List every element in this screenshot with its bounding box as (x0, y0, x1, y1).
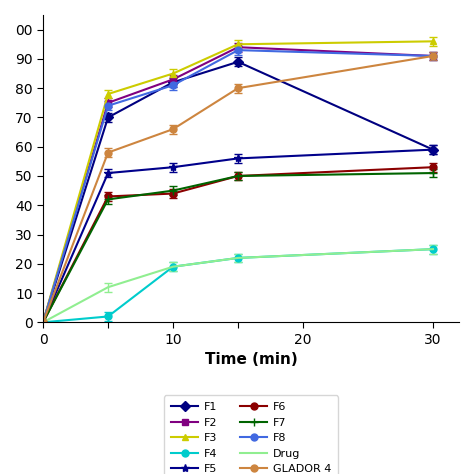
X-axis label: Time (min): Time (min) (205, 352, 297, 367)
Legend: F1, F2, F3, F4, F5, F6, F7, F8, Drug, GLADOR 4: F1, F2, F3, F4, F5, F6, F7, F8, Drug, GL… (164, 395, 338, 474)
